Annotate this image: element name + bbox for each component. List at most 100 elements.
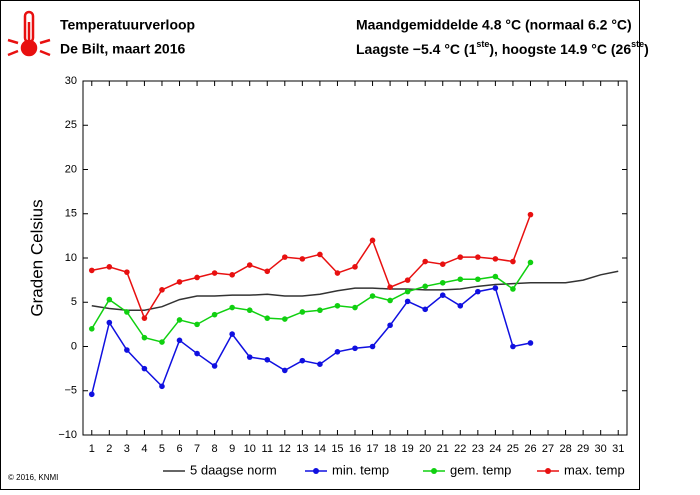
point [282, 254, 288, 260]
point [317, 307, 323, 314]
point [88, 326, 95, 332]
point [422, 283, 428, 290]
y-tick-label: 15 [65, 208, 77, 220]
point [124, 309, 130, 315]
point [141, 365, 148, 372]
point [176, 317, 183, 323]
y-tick-label: 0 [71, 340, 77, 352]
point [106, 319, 113, 326]
point [176, 337, 183, 344]
point [457, 276, 464, 283]
series-line [91, 262, 532, 343]
point [475, 288, 481, 295]
point [510, 258, 516, 265]
point [106, 264, 113, 270]
point [211, 311, 218, 318]
x-tick-label: 24 [489, 443, 501, 455]
y-tick-label: 25 [65, 119, 77, 131]
x-tick-label: 29 [577, 443, 589, 455]
point [387, 297, 393, 304]
point [334, 302, 341, 309]
point [334, 349, 341, 355]
point [317, 251, 323, 258]
point [317, 361, 323, 368]
point [457, 302, 464, 309]
point [159, 339, 165, 345]
point [282, 316, 288, 322]
x-tick-label: 26 [524, 443, 536, 455]
point [299, 256, 306, 262]
point [352, 264, 358, 270]
point [159, 287, 165, 293]
point [475, 276, 481, 283]
y-tick-label: −10 [58, 429, 77, 441]
extremes: Laagste −5.4 °C (1ste), hoogste 14.9 °C … [356, 39, 649, 56]
point [229, 304, 235, 311]
x-tick-label: 15 [331, 443, 343, 455]
x-tick-label: 6 [176, 443, 182, 455]
point [404, 288, 411, 295]
extremes-sup: ste [631, 39, 644, 49]
point [387, 322, 393, 329]
y-tick-label: −5 [64, 385, 77, 397]
point [264, 356, 271, 363]
point [282, 367, 288, 374]
point [422, 306, 428, 313]
point [527, 259, 534, 266]
x-tick-label: 7 [194, 443, 200, 455]
x-tick-label: 31 [612, 443, 624, 455]
y-tick-label: 5 [71, 296, 77, 308]
legend-label: min. temp [332, 462, 389, 477]
x-tick-label: 2 [106, 443, 112, 455]
point [141, 334, 148, 341]
x-tick-label: 13 [296, 443, 308, 455]
x-tick-label: 12 [279, 443, 291, 455]
point [194, 321, 200, 328]
x-tick-label: 16 [349, 443, 361, 455]
series-line [91, 287, 531, 395]
point [159, 383, 165, 390]
point [299, 309, 306, 315]
x-tick-label: 30 [595, 443, 607, 455]
point [334, 270, 341, 276]
point [124, 347, 130, 353]
x-tick-label: 5 [159, 443, 165, 455]
x-tick-label: 28 [559, 443, 571, 455]
point [387, 284, 393, 291]
point [369, 343, 376, 350]
point [246, 262, 253, 268]
point [369, 293, 376, 299]
plot-frame [82, 80, 628, 436]
x-tick-label: 20 [419, 443, 431, 455]
y-tick-label: 20 [65, 163, 77, 175]
point [352, 345, 358, 352]
point [527, 340, 534, 346]
x-tick-label: 9 [229, 443, 235, 455]
point [194, 274, 200, 281]
x-tick-label: 14 [314, 443, 326, 455]
y-tick-label: 10 [65, 252, 77, 264]
subtitle: De Bilt, maart 2016 [60, 41, 185, 57]
extremes-part: ) [644, 41, 649, 57]
x-tick-label: 19 [402, 443, 414, 455]
point [88, 267, 95, 274]
point [439, 279, 446, 286]
x-tick-label: 4 [141, 443, 147, 455]
x-tick-label: 21 [437, 443, 449, 455]
point [439, 261, 446, 267]
x-tick-label: 1 [89, 443, 95, 455]
extremes-sup: ste [476, 39, 489, 49]
legend-label: gem. temp [450, 462, 511, 477]
point [106, 296, 113, 303]
x-tick-label: 17 [366, 443, 378, 455]
x-tick-label: 18 [384, 443, 396, 455]
summary: Maandgemiddelde 4.8 °C (normaal 6.2 °C) [356, 17, 632, 33]
point [492, 273, 499, 280]
series-line [91, 270, 619, 311]
thermometer-icon [7, 10, 51, 57]
point [124, 269, 130, 275]
series-line [91, 214, 532, 320]
point [404, 277, 411, 283]
point [510, 343, 516, 350]
